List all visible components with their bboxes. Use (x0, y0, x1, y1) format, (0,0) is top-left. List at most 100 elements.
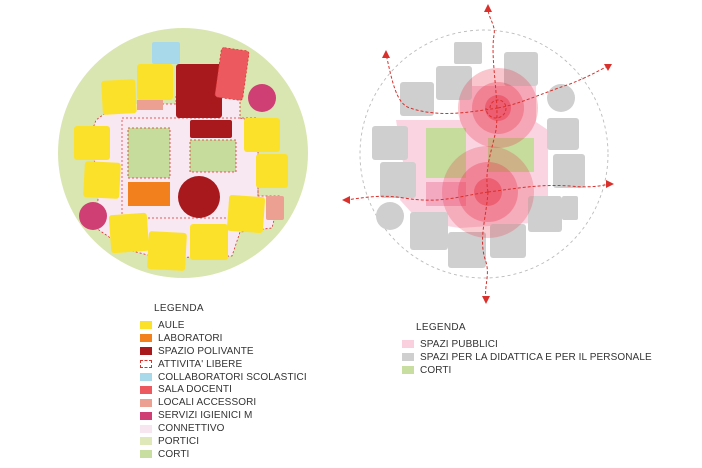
legend-item: AULE (140, 319, 307, 332)
locali-accessori-block-2 (266, 196, 284, 220)
legend-label: SALA DOCENTI (158, 384, 232, 396)
left-legend-items: AULE LABORATORI SPAZIO POLIVANTE ATTIVITA' … (140, 319, 307, 461)
block (372, 126, 408, 160)
legend-swatch (140, 347, 152, 356)
right-legend: LEGENDA SPAZI PUBBLICI SPAZI PER LA DIDAT… (402, 322, 652, 377)
legend-label: SPAZIO POLIVANTE (158, 345, 254, 357)
legend-swatch (140, 437, 152, 446)
legend-item: PORTICI (140, 435, 307, 448)
legend-label: COLLABORATORI SCOLASTICI (158, 371, 307, 383)
legend-item: ATTIVITA' LIBERE (140, 358, 307, 371)
left-legend-title: LEGENDA (154, 303, 204, 314)
right-legend-title: LEGENDA (416, 322, 466, 333)
legend-item: SPAZI PER LA DIDATTICA E PER IL PERSONAL… (402, 351, 652, 364)
block (490, 224, 526, 258)
aula (147, 231, 187, 271)
spazio-polivalente-small (190, 120, 232, 138)
left-functional-diagram (58, 28, 308, 278)
flow-path-nw (385, 53, 499, 114)
block (562, 196, 578, 220)
right-legend-items: SPAZI PUBBLICI SPAZI PER LA DIDATTICA E P… (402, 338, 652, 377)
block (448, 232, 486, 268)
flow-path-ne (497, 65, 609, 109)
legend-swatch (402, 340, 414, 349)
boundary-circle (359, 29, 609, 279)
legend-label: ATTIVITA' LIBERE (158, 358, 243, 370)
block (504, 52, 538, 86)
legend-swatch (140, 398, 152, 407)
laboratori-block (128, 182, 170, 206)
flow-path-spiral (485, 99, 507, 119)
legend-swatch (402, 353, 414, 362)
locali-accessori-block-1 (137, 100, 163, 110)
aula (190, 224, 228, 260)
block (380, 162, 416, 198)
flow-path-north (486, 7, 498, 193)
legend-item: SPAZIO POLIVANTE (140, 345, 307, 358)
arrowhead (604, 64, 612, 71)
aula (108, 212, 150, 254)
legend-swatch (140, 424, 152, 433)
servizi-igienici-bottom (79, 202, 107, 230)
legend-label: PORTICI (158, 435, 200, 447)
legend-swatch (140, 373, 152, 381)
legend-item: SALA DOCENTI (140, 383, 307, 396)
corte-left (127, 127, 171, 179)
legend-swatch (402, 366, 414, 375)
collaboratori-block (152, 42, 180, 64)
legend-item: SPAZI PUBBLICI (402, 338, 652, 351)
corte-right (189, 139, 237, 173)
sala-docenti-block (214, 47, 250, 101)
round-block (376, 202, 404, 230)
didattica-blocks (372, 42, 585, 268)
legend-swatch (140, 385, 152, 394)
legend-label: SERVIZI IGIENICI M (158, 410, 253, 422)
aula (137, 64, 173, 100)
legend-swatch (140, 334, 152, 343)
aula (256, 154, 288, 188)
aula (101, 79, 137, 115)
legend-label: CORTI (420, 364, 452, 376)
aula (74, 126, 110, 160)
aule-group (74, 64, 288, 271)
flow-paths (345, 7, 611, 301)
aula (226, 194, 266, 234)
legend-label: SPAZI PER LA DIDATTICA E PER IL PERSONAL… (420, 351, 652, 363)
arrowhead (342, 196, 350, 204)
block (436, 66, 472, 100)
legend-swatch (140, 360, 152, 369)
block (454, 42, 482, 64)
corte-right (488, 138, 534, 172)
round-block (547, 84, 575, 112)
flow-path-west (345, 191, 489, 201)
arrowhead (482, 296, 490, 304)
legend-item: CORTI (402, 364, 652, 377)
arrowhead (382, 50, 390, 58)
legend-label: LOCALI ACCESSORI (158, 397, 257, 409)
block (553, 154, 585, 188)
legend-label: AULE (158, 319, 185, 331)
legend-label: LABORATORI (158, 332, 223, 344)
legend-item: COLLABORATORI SCOLASTICI (140, 371, 307, 384)
legend-item: LABORATORI (140, 332, 307, 345)
spazio-polivalente-round (178, 176, 220, 218)
flow-path-south (482, 191, 489, 301)
legend-item: CORTI (140, 448, 307, 461)
arrowhead (484, 4, 492, 12)
aula (83, 161, 121, 199)
legend-label: CORTI (158, 448, 190, 460)
block (410, 212, 448, 250)
pink-block (426, 182, 466, 206)
legend-label: SPAZI PUBBLICI (420, 338, 498, 350)
legend-swatch (140, 321, 152, 330)
right-flow-diagram (342, 4, 614, 304)
spazio-polivalente-block (176, 64, 222, 118)
block (400, 82, 434, 116)
block (528, 196, 562, 232)
corte-left (426, 128, 466, 178)
block (547, 118, 579, 150)
legend-item: LOCALI ACCESSORI (140, 396, 307, 409)
legend-item: SERVIZI IGIENICI M (140, 409, 307, 422)
servizi-igienici-top (248, 84, 276, 112)
